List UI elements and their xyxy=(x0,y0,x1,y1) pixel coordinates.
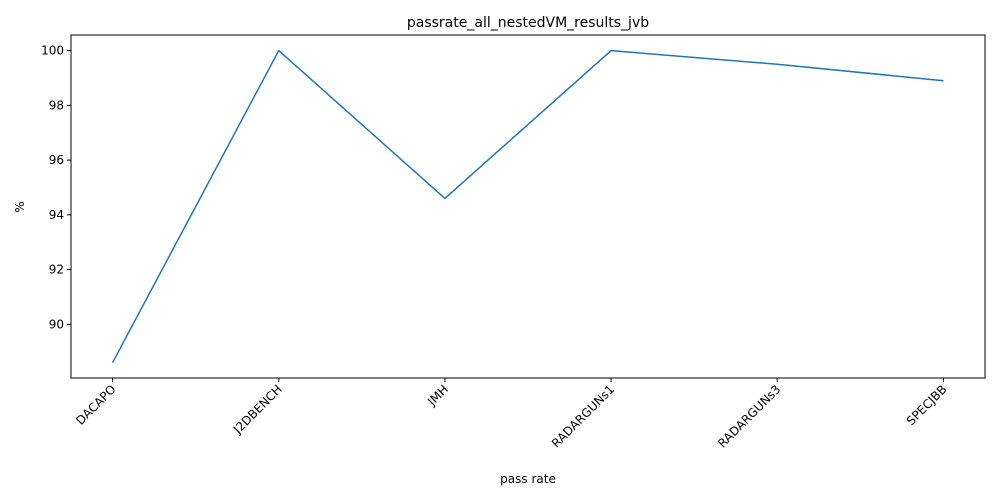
x-tick-label: J2DBENCH xyxy=(230,382,285,437)
y-tick-label: 98 xyxy=(49,98,64,112)
x-tick-label: RADARGUNs1 xyxy=(549,382,617,450)
y-tick-label: 100 xyxy=(41,44,64,58)
y-tick-label: 90 xyxy=(49,317,64,331)
y-axis-title: % xyxy=(13,201,27,212)
y-tick-label: 94 xyxy=(49,208,64,222)
x-axis-title: pass rate xyxy=(500,472,556,486)
x-tick-label: RADARGUNs3 xyxy=(715,382,783,450)
series-line xyxy=(111,49,944,364)
series-layer xyxy=(111,49,944,364)
plot-area-frame xyxy=(70,34,986,379)
x-tick-label: SPECJBB xyxy=(904,382,950,428)
y-tick-label: 96 xyxy=(49,153,64,167)
x-axis: DACAPO J2DBENCH JMH RADARGUNs1 RADARGUNs3 SPE… xyxy=(73,378,950,451)
y-axis: 90 92 94 96 98 100 xyxy=(41,44,71,331)
x-tick-label: JMH xyxy=(424,382,451,409)
chart-title: passrate_all_nestedVM_results_jvb xyxy=(407,15,649,31)
x-tick-label: DACAPO xyxy=(73,382,118,427)
y-tick-label: 92 xyxy=(49,263,64,277)
